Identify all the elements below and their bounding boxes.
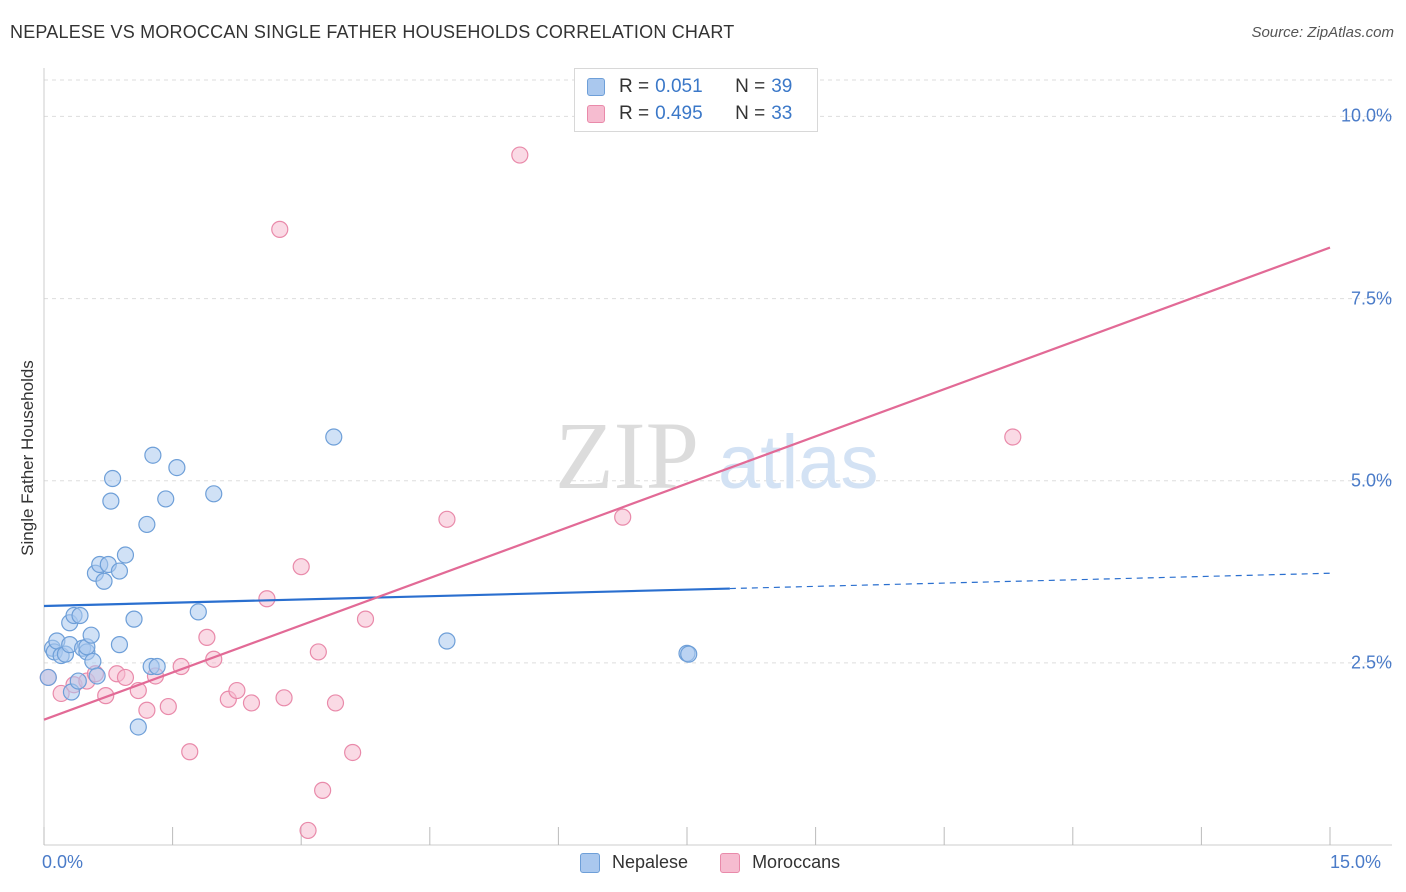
moroccans-point bbox=[356, 610, 375, 628]
nepalese-point bbox=[71, 606, 89, 625]
nepalese-point bbox=[157, 490, 175, 508]
nepalese-point bbox=[82, 626, 100, 644]
legend-item-nepalese[interactable]: Nepalese bbox=[580, 852, 688, 873]
n-value: 33 bbox=[771, 103, 793, 124]
legend-row-moroccans: R = 0.495 N = 33 bbox=[587, 102, 792, 126]
moroccans-point bbox=[198, 628, 216, 646]
nepalese-point bbox=[84, 652, 102, 671]
nepalese-trend-extension bbox=[729, 572, 1331, 590]
nepalese-point bbox=[325, 428, 343, 446]
nepalese-point bbox=[95, 572, 113, 590]
trend-lines bbox=[43, 246, 1331, 721]
r-value: 0.051 bbox=[655, 76, 703, 97]
nepalese-point bbox=[69, 672, 87, 690]
source-note: Source: ZipAtlas.com bbox=[1251, 24, 1394, 41]
n-label: N = bbox=[735, 76, 766, 97]
moroccans-point bbox=[181, 743, 199, 761]
nepalese-series bbox=[39, 428, 698, 736]
r-value: 0.495 bbox=[655, 103, 703, 124]
moroccans-point bbox=[242, 694, 261, 712]
r-label: R = bbox=[619, 103, 650, 124]
moroccans-point bbox=[138, 701, 156, 719]
moroccans-trend-line bbox=[43, 246, 1331, 721]
moroccans-point bbox=[314, 781, 332, 799]
nepalese-point bbox=[116, 546, 135, 564]
moroccans-point bbox=[326, 694, 345, 712]
legend-label-moroccans: Moroccans bbox=[752, 852, 841, 872]
nepalese-point bbox=[110, 636, 129, 654]
nepalese-point bbox=[144, 446, 162, 464]
moroccans-point bbox=[159, 697, 177, 716]
moroccans-point bbox=[344, 743, 362, 762]
watermark-zip: ZIP bbox=[555, 402, 699, 509]
y-tick-label: 10.0% bbox=[1340, 105, 1392, 126]
moroccans-point bbox=[292, 558, 310, 576]
x-tick-max: 15.0% bbox=[1330, 852, 1382, 872]
correlation-legend: R = 0.051 N = 39 R = 0.495 N = 33 bbox=[574, 68, 818, 132]
moroccans-point bbox=[258, 590, 276, 608]
moroccans-point bbox=[511, 146, 529, 164]
y-tick-label: 7.5% bbox=[1350, 288, 1392, 309]
moroccans-point bbox=[299, 821, 317, 840]
moroccans-point bbox=[309, 643, 327, 661]
nepalese-point bbox=[129, 718, 147, 736]
nepalese-point bbox=[88, 667, 106, 685]
nepalese-swatch bbox=[587, 78, 605, 96]
legend-item-moroccans[interactable]: Moroccans bbox=[720, 852, 840, 873]
nepalese-point bbox=[125, 610, 143, 628]
y-tick-label: 5.0% bbox=[1350, 470, 1392, 491]
moroccans-point bbox=[271, 220, 289, 238]
nepalese-point bbox=[205, 485, 223, 503]
nepalese-swatch bbox=[580, 852, 600, 873]
r-label: R = bbox=[619, 76, 650, 97]
nepalese-point bbox=[138, 515, 156, 534]
n-value: 39 bbox=[771, 76, 793, 97]
series-legend: Nepalese Moroccans bbox=[580, 852, 872, 873]
nepalese-point bbox=[680, 645, 698, 663]
nepalese-point bbox=[168, 459, 186, 477]
moroccans-point bbox=[228, 681, 246, 700]
nepalese-point bbox=[438, 632, 456, 650]
nepalese-point bbox=[103, 469, 122, 488]
legend-label-nepalese: Nepalese bbox=[612, 852, 689, 872]
n-label: N = bbox=[735, 103, 766, 124]
moroccans-point bbox=[1004, 428, 1022, 446]
chart-title: NEPALESE VS MOROCCAN SINGLE FATHER HOUSE… bbox=[10, 22, 735, 42]
x-tick-min: 0.0% bbox=[42, 852, 84, 872]
moroccans-point bbox=[275, 689, 293, 707]
nepalese-point bbox=[189, 603, 207, 621]
y-tick-label: 2.5% bbox=[1350, 652, 1392, 673]
nepalese-point bbox=[102, 492, 120, 510]
nepalese-point bbox=[148, 657, 166, 676]
moroccans-point bbox=[438, 510, 456, 528]
moroccans-point bbox=[614, 508, 632, 526]
nepalese-point bbox=[110, 562, 129, 580]
grid-lines bbox=[44, 79, 1392, 664]
nepalese-point bbox=[39, 668, 57, 687]
moroccans-swatch bbox=[720, 852, 741, 873]
moroccans-swatch bbox=[587, 105, 605, 123]
moroccans-point bbox=[116, 668, 135, 687]
legend-row-nepalese: R = 0.051 N = 39 bbox=[587, 75, 792, 99]
nepalese-trend-line bbox=[43, 587, 730, 608]
